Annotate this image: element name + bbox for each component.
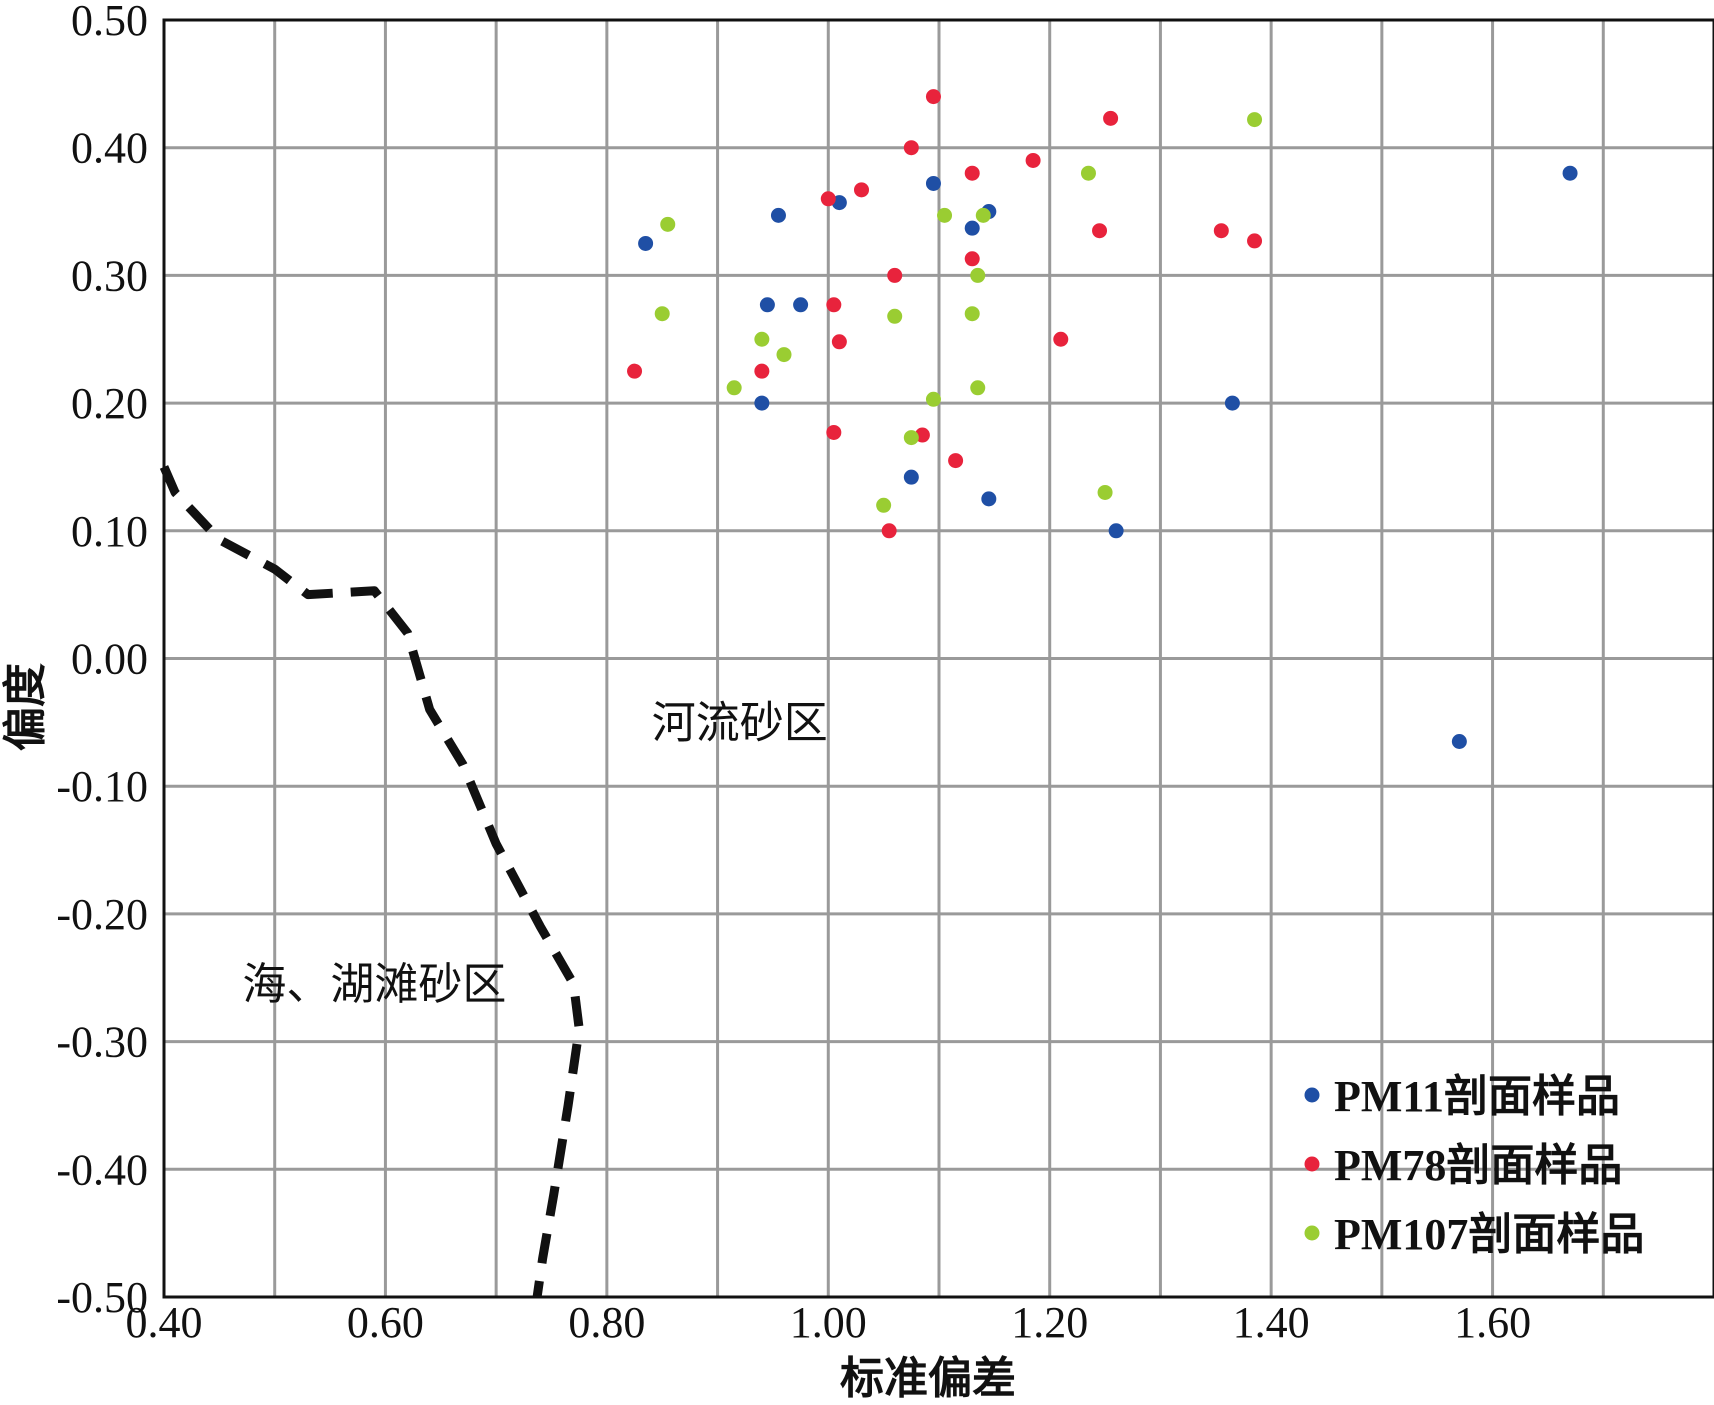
data-point-series-2 [887,267,903,283]
data-point-series-3 [970,267,986,283]
legend-marker [1304,1156,1320,1172]
data-point-series-3 [975,207,991,223]
data-point-series-2 [754,363,770,379]
data-point-series-1 [638,235,654,251]
data-point-series-2 [826,297,842,313]
x-tick-label: 1.40 [1233,1298,1310,1347]
data-point-series-3 [937,207,953,223]
y-axis-title: 偏度 [0,663,51,751]
data-point-series-2 [1053,331,1069,347]
plot-frame [162,18,1714,1299]
data-point-series-1 [793,297,809,313]
y-tick-label: -0.20 [56,890,148,939]
data-point-series-3 [925,391,941,407]
data-point-series-3 [1097,484,1113,500]
region-label: 河流砂区 [652,697,828,748]
data-point-series-1 [1562,165,1578,181]
legend-entry-label: PM11剖面样品 [1334,1072,1620,1121]
x-tick-label: 0.80 [568,1298,645,1347]
data-point-series-1 [1451,734,1467,750]
x-tick-label: 1.00 [790,1298,867,1347]
data-point-series-1 [770,207,786,223]
y-tick-label: 0.10 [71,507,148,556]
data-point-series-2 [826,424,842,440]
data-point-series-1 [981,491,997,507]
data-point-series-1 [903,469,919,485]
data-point-series-2 [903,140,919,156]
y-tick-labels: 0.50 0.40 0.30 0.20 0.10 0.00 -0.10 -0.20 -0.30 -… [56,0,148,1322]
y-tick-label: 0.30 [71,251,148,300]
data-point-series-3 [754,331,770,347]
y-tick-label: 0.50 [71,0,148,45]
x-axis-title: 标准偏差 [840,1353,1016,1404]
data-point-series-3 [726,380,742,396]
data-point-series-2 [854,182,869,198]
data-point-series-3 [887,308,903,324]
x-tick-label: 1.20 [1011,1298,1088,1347]
x-tick-label: 0.60 [347,1298,424,1347]
y-tick-label: -0.40 [56,1145,148,1194]
y-tick-label: 0.20 [71,379,148,428]
data-point-series-2 [964,165,980,181]
y-tick-label: 0.00 [71,635,148,684]
data-point-series-3 [654,306,670,322]
data-point-series-3 [660,216,676,232]
data-point-series-2 [1247,233,1263,249]
data-point-series-2 [820,191,836,207]
data-point-series-2 [925,89,941,105]
data-point-series-2 [627,363,643,379]
data-point-series-1 [925,175,941,191]
data-point-series-2 [1025,152,1041,168]
legend-marker [1304,1225,1320,1241]
legend-entry-label: PM78剖面样品 [1334,1141,1622,1190]
data-point-series-1 [964,220,980,236]
data-point-series-2 [964,251,980,267]
boundary-dashed-line [159,465,584,1298]
data-point-series-1 [754,395,770,411]
data-point-series-1 [759,297,775,313]
data-point-series-3 [903,430,919,446]
data-point-series-1 [1224,395,1240,411]
legend-entry-label: PM107剖面样品 [1334,1210,1644,1259]
data-point-series-3 [876,497,892,513]
data-point-series-3 [970,380,986,396]
region-label: 海、湖滩砂区 [242,959,506,1010]
data-point-series-3 [964,306,980,322]
data-point-series-2 [831,334,847,350]
data-point-series-2 [1092,223,1108,239]
y-tick-label: -0.10 [56,762,148,811]
data-point-series-2 [1103,110,1119,126]
data-point-series-2 [1213,223,1229,239]
y-tick-label: -0.50 [56,1273,148,1322]
legend-marker [1304,1087,1320,1103]
y-tick-label: 0.40 [71,124,148,173]
data-point-series-2 [948,453,964,469]
x-tick-label: 0.40 [126,1298,203,1347]
y-tick-label: -0.30 [56,1018,148,1067]
data-point-series-3 [776,347,792,363]
data-point-series-1 [1108,523,1124,539]
legend: PM11剖面样品 PM78剖面样品 PM107剖面样品 [1304,1072,1644,1259]
x-tick-label: 1.60 [1454,1298,1531,1347]
x-tick-labels: 0.40 0.60 0.80 1.00 1.20 1.40 1.60 [126,1298,1532,1347]
data-point-series-2 [881,523,897,539]
data-point-series-3 [1080,165,1096,181]
data-point-series-3 [1247,112,1263,128]
data-points [627,89,1578,750]
